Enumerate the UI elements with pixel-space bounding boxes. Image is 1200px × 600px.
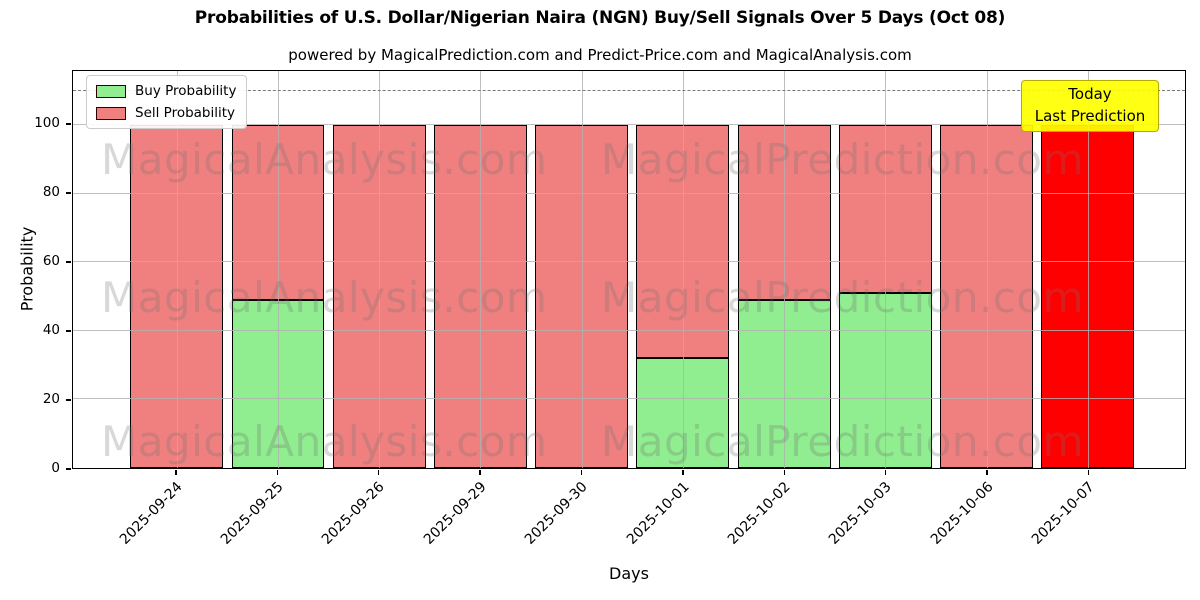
x-tick-mark [682,470,684,475]
buy-segment [737,299,831,468]
sell-segment [838,124,932,294]
sell-segment [1041,124,1135,468]
bar-2025-09-30 [535,71,629,468]
sell-segment [130,124,224,468]
x-tick-mark [378,470,380,475]
bar-2025-10-01 [636,71,730,468]
legend-label-sell: Sell Probability [135,105,236,121]
x-tick-mark [175,470,177,475]
y-tick-label: 40 [42,322,60,339]
y-tick-mark [66,123,71,125]
x-tick-mark [276,470,279,475]
buy-swatch-icon [96,84,126,98]
buy-segment [838,293,932,468]
y-tick-label: 80 [42,184,60,201]
x-tick-label: 2025-09-24 [116,479,186,548]
bar-2025-09-24 [130,71,224,468]
x-tick-mark [783,470,786,475]
today-annotation-line2: Last Prediction [1034,106,1146,125]
y-axis-title: Probability [17,226,37,312]
bar-2025-10-06 [940,71,1033,468]
x-tick-label: 2025-10-06 [927,479,997,548]
legend-label-buy: Buy Probability [135,83,237,99]
x-tick-label: 2025-09-29 [420,479,490,548]
bar-2025-09-26 [332,71,426,468]
y-tick-mark [66,399,71,401]
y-tick-label: 60 [42,253,60,270]
x-axis-title: Days [609,564,649,583]
x-tick-label: 2025-10-01 [623,479,693,548]
x-tick-mark [885,470,887,475]
bar-2025-10-02 [737,71,831,468]
chart-title: Probabilities of U.S. Dollar/Nigerian Na… [194,8,1006,28]
x-tick-mark [580,470,583,475]
x-tick-label: 2025-10-07 [1029,479,1098,548]
chart-subtitle: powered by MagicalPrediction.com and Pre… [288,46,912,64]
y-tick-mark [66,330,71,332]
sell-segment [332,124,426,468]
legend-item-buy: Buy Probability [96,83,236,99]
chart-legend: Buy Probability Sell Probability [86,75,248,129]
sell-swatch-icon [96,106,126,120]
bar-2025-09-25 [231,71,325,468]
sell-segment [940,124,1033,468]
sell-segment [535,124,629,468]
y-tick-label: 0 [51,460,60,476]
x-tick-label: 2025-10-03 [826,479,896,548]
y-tick-mark [66,261,71,263]
sell-segment [636,124,730,359]
legend-item-sell: Sell Probability [96,105,236,121]
x-tick-label: 2025-09-25 [217,479,287,548]
x-tick-mark [479,470,481,475]
y-tick-mark [66,192,71,194]
x-tick-label: 2025-09-26 [319,479,389,548]
sell-segment [433,124,527,468]
x-tick-label: 2025-09-30 [522,479,591,548]
y-tick-label: 20 [42,391,60,408]
plot-area: MagicalAnalysis.com MagicalPrediction.com… [72,70,1186,469]
buy-segment [231,299,325,468]
today-annotation: Today Last Prediction [1021,80,1159,132]
y-tick-mark [66,468,71,470]
x-tick-mark [1087,470,1090,475]
x-tick-label: 2025-10-02 [724,479,794,548]
buy-segment [636,358,730,468]
sell-segment [737,124,831,300]
sell-segment [231,124,325,300]
x-tick-mark [986,470,988,475]
bar-2025-10-03 [838,71,932,468]
y-tick-label: 100 [34,115,60,132]
threshold-dashed-line [73,89,1185,91]
bar-2025-09-29 [433,71,527,468]
today-annotation-line1: Today [1068,85,1112,103]
